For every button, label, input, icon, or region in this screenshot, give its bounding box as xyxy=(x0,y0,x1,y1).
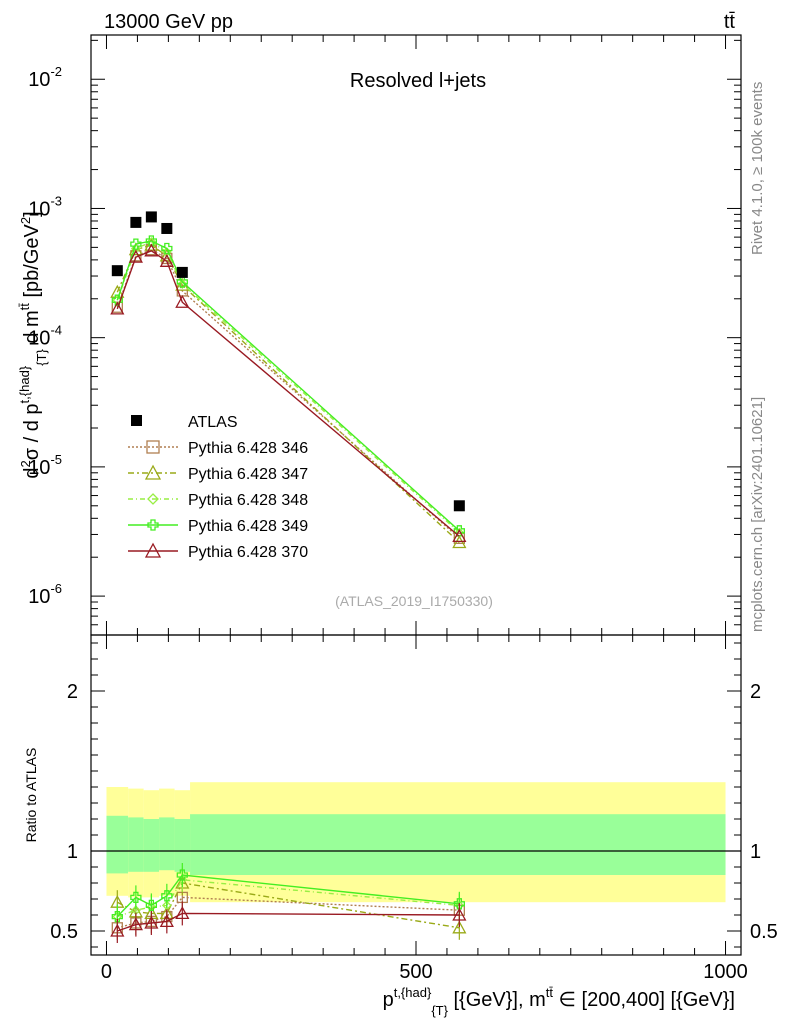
main-panel-series xyxy=(110,211,467,549)
ratio-panel-frame xyxy=(90,634,742,956)
ratio-panel-series xyxy=(110,863,467,943)
ratio-y-tick-label: 1 xyxy=(67,841,78,863)
data-point xyxy=(175,294,190,308)
data-point xyxy=(144,915,159,929)
uncertainty-bands xyxy=(91,782,741,903)
data-point xyxy=(130,238,142,250)
ratio-y-axis-label: Ratio to ATLAS xyxy=(23,748,39,843)
data-point xyxy=(453,898,465,910)
data-point xyxy=(177,279,188,289)
data-point xyxy=(161,890,173,902)
x-tick-label: 500 xyxy=(399,961,432,983)
stat-uncertainty-band xyxy=(128,817,144,872)
ratio-y-tick-label-right: 2 xyxy=(750,681,761,703)
atlas-data-point xyxy=(453,500,465,512)
data-point xyxy=(147,493,159,505)
data-point xyxy=(145,235,158,247)
plot-title: Resolved l+jets xyxy=(350,70,486,92)
stat-uncertainty-band xyxy=(159,817,175,871)
main-panel-ticks: 10-610-510-410-310-2 xyxy=(28,35,741,955)
legend-atlas-label: ATLAS xyxy=(188,414,238,431)
data-point xyxy=(128,917,143,931)
atlas-data-point xyxy=(161,222,173,234)
stat-uncertainty-band xyxy=(106,815,129,874)
ratio-y-tick-label: 2 xyxy=(67,681,78,703)
data-point xyxy=(159,253,174,267)
legend-label: Pythia 6.428 346 xyxy=(188,440,308,457)
series-line xyxy=(116,241,460,534)
data-point xyxy=(147,519,159,531)
legend-label: Pythia 6.428 347 xyxy=(188,466,308,483)
legend-label: Pythia 6.428 348 xyxy=(188,492,308,509)
data-point xyxy=(454,527,465,538)
data-point xyxy=(130,891,142,904)
data-point xyxy=(110,923,125,937)
legend: ATLAS Pythia 6.428 346 Pythia 6.428 347 Pyt… xyxy=(128,414,308,561)
mcplots-label: mcplots.cern.ch [arXiv:2401.10621] xyxy=(749,397,766,632)
data-point xyxy=(176,869,188,881)
stat-uncertainty-band xyxy=(143,819,160,872)
y-tick-label: 10-2 xyxy=(28,64,62,91)
stat-uncertainty-band xyxy=(190,814,726,875)
ratio-y-tick-label-right: 1 xyxy=(750,841,761,863)
data-point xyxy=(159,914,174,928)
analysis-id-label: (ATLAS_2019_I1750330) xyxy=(335,593,493,609)
data-point xyxy=(175,906,190,920)
data-point xyxy=(146,440,160,454)
legend-atlas-marker xyxy=(131,415,142,426)
data-point xyxy=(176,276,188,288)
series-line xyxy=(116,240,460,532)
panel-frames xyxy=(90,34,742,956)
data-point xyxy=(452,907,467,921)
stat-uncertainty-band xyxy=(174,819,191,872)
data-point xyxy=(452,920,467,934)
data-point xyxy=(145,899,158,912)
atlas-data-point xyxy=(111,265,123,277)
data-point xyxy=(144,464,162,480)
data-point xyxy=(128,249,143,263)
data-point xyxy=(452,528,467,543)
series-line xyxy=(116,250,460,537)
data-point xyxy=(161,242,173,255)
data-point xyxy=(144,243,159,257)
ratio-y-tick-label: 0.5 xyxy=(50,921,78,943)
x-tick-label: 0 xyxy=(101,961,112,983)
x-axis-label: pt,{had}{T} [{GeV}], mtt̄ ∈ [200,400] [{… xyxy=(383,985,735,1018)
data-point xyxy=(144,542,162,558)
atlas-data-point xyxy=(130,216,142,228)
data-point xyxy=(453,525,465,537)
data-point xyxy=(111,910,123,923)
ratio-series-line xyxy=(117,896,460,929)
ratio-series-line xyxy=(117,912,460,932)
atlas-data-point xyxy=(176,266,188,278)
legend-label: Pythia 6.428 349 xyxy=(188,518,308,535)
atlas-data-point xyxy=(145,211,157,223)
x-tick-label: 1000 xyxy=(703,961,748,983)
ratio-series-line xyxy=(116,874,460,918)
header-process-label: tt̄ xyxy=(724,11,736,33)
header-energy-label: 13000 GeV pp xyxy=(104,11,233,33)
ratio-y-tick-label-right: 0.5 xyxy=(750,921,778,943)
data-point xyxy=(110,301,125,315)
svg-text:pt,{had}{T} [{GeV}], mtt̄ ∈ [2: pt,{had}{T} [{GeV}], mtt̄ ∈ [200,400] [{… xyxy=(383,985,735,1018)
legend-label: Pythia 6.428 370 xyxy=(188,544,308,561)
y-tick-label: 10-6 xyxy=(28,581,62,608)
rivet-label: Rivet 4.1.0, ≥ 100k events xyxy=(749,82,766,255)
